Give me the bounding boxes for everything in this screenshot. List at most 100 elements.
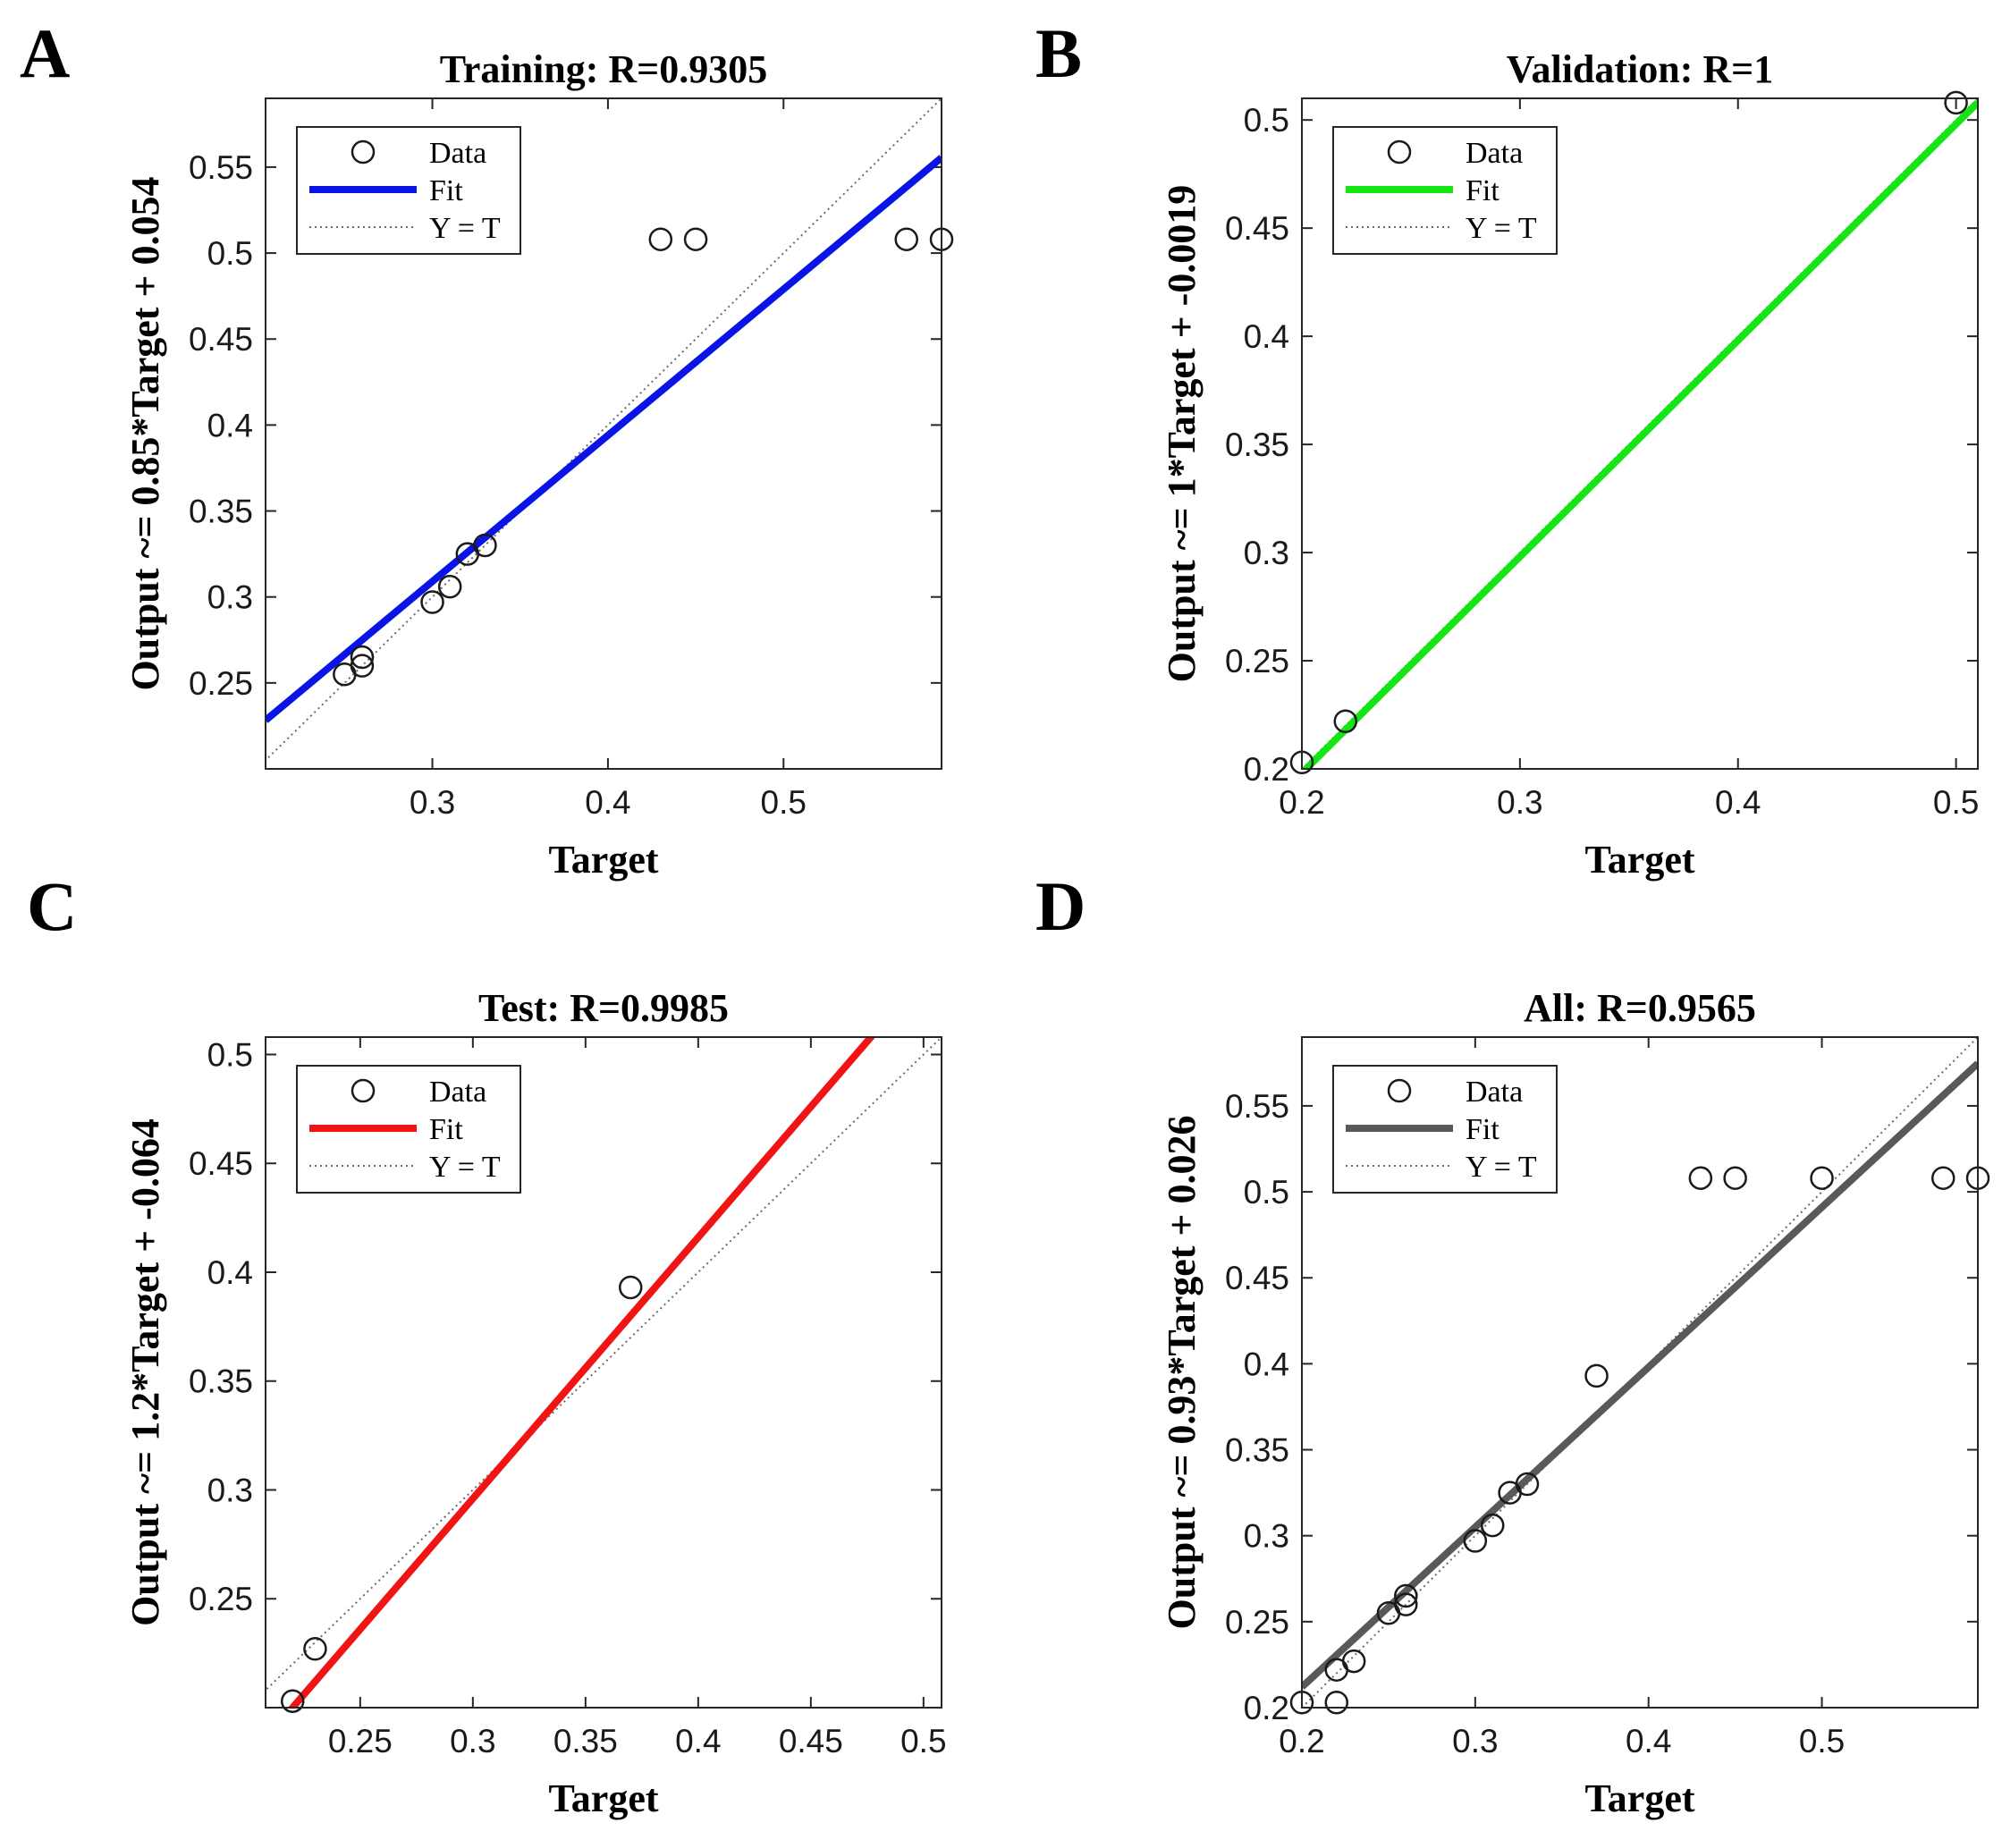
x-tick-label: 0.5 <box>1933 784 1979 821</box>
y-tick-label: 0.3 <box>1244 1518 1289 1555</box>
x-axis-label: Target <box>1584 838 1694 882</box>
y-tick-label: 0.35 <box>189 1363 253 1400</box>
x-tick-label: 0.4 <box>1626 1723 1671 1759</box>
legend-label-data: Data <box>429 1076 486 1109</box>
legend-label-reference: Y = T <box>429 212 501 245</box>
y-tick-label: 0.5 <box>1244 102 1289 139</box>
panel-a: A Training: R=0.9305 Target Output ~= 0.85*… <box>20 14 954 882</box>
x-tick-label: 0.5 <box>761 784 807 821</box>
y-tick-label: 0.2 <box>1244 751 1289 788</box>
data-point <box>1333 709 1358 734</box>
x-tick-label: 0.25 <box>328 1723 393 1759</box>
axes-frame <box>265 1036 942 1709</box>
legend-marker-data <box>1387 1078 1412 1103</box>
y-tick-label: 0.55 <box>1225 1088 1289 1125</box>
data-points <box>280 1275 643 1713</box>
y-tick-label: 0.25 <box>189 665 253 702</box>
x-tick-label: 0.3 <box>1452 1723 1498 1759</box>
x-tick-label: 0.35 <box>553 1723 618 1759</box>
y-tick-label: 0.35 <box>1225 426 1289 463</box>
x-tick-label: 0.2 <box>1279 784 1324 821</box>
plot-area <box>1302 1037 1978 1708</box>
axes-frame <box>1301 97 1979 770</box>
y-tick-label: 0.25 <box>1225 643 1289 679</box>
y-axis-label: Output ~= 0.93*Target + 0.026 <box>1160 1116 1204 1630</box>
data-point <box>1394 1592 1418 1616</box>
y-tick-label: 0.25 <box>1225 1604 1289 1641</box>
data-points <box>333 227 954 687</box>
y-tick-label: 0.3 <box>207 1472 253 1508</box>
y-tick-label: 0.45 <box>1225 210 1289 247</box>
legend: Data Fit Y = T <box>1332 126 1558 255</box>
data-points <box>1289 1166 1990 1715</box>
y-tick-label: 0.5 <box>207 235 253 272</box>
y-tick-label: 0.55 <box>189 149 253 186</box>
legend: Data Fit Y = T <box>296 1065 521 1194</box>
panel-letter: C <box>27 867 77 945</box>
plot-title: Training: R=0.9305 <box>440 47 768 91</box>
x-axis-label: Target <box>1584 1776 1694 1820</box>
legend-marker-data <box>1387 139 1412 165</box>
y-tick-label: 0.2 <box>1244 1690 1289 1726</box>
fit-line <box>266 155 942 723</box>
panel-b: B Validation: R=1 Target Output ~= 1*Target… <box>1035 14 1979 882</box>
panel-letter: A <box>20 14 70 92</box>
data-point <box>280 1689 305 1713</box>
panel-letter: D <box>1035 867 1085 945</box>
data-point <box>420 590 444 614</box>
fit-line <box>1302 1060 1978 1690</box>
panel-d: D All: R=0.9565 Target Output ~= 0.93*Targe… <box>1035 867 1990 1820</box>
plot-area <box>266 1037 942 1708</box>
data-point <box>350 645 375 670</box>
data-point <box>1515 1472 1540 1497</box>
reference-line <box>266 98 942 762</box>
y-tick-label: 0.45 <box>189 321 253 358</box>
fit-line <box>287 1037 876 1708</box>
legend-label-fit: Fit <box>1466 1113 1499 1146</box>
y-axis-label: Output ~= 0.85*Target + 0.054 <box>123 177 167 691</box>
data-point <box>1480 1513 1505 1538</box>
legend-label-fit: Fit <box>1466 174 1499 207</box>
data-point <box>683 227 708 251</box>
plot-area <box>266 98 942 762</box>
data-point <box>648 227 673 251</box>
y-axis-label: Output ~= 1.2*Target + -0.064 <box>123 1118 167 1626</box>
data-point <box>894 227 918 251</box>
y-tick-label: 0.45 <box>189 1145 253 1182</box>
data-point <box>1944 90 1968 115</box>
legend-marker-data <box>351 1078 376 1103</box>
plot-area <box>1302 98 1978 769</box>
y-tick-label: 0.4 <box>1244 1346 1289 1382</box>
legend-marker-data <box>351 139 376 165</box>
data-point <box>303 1637 327 1661</box>
x-tick-label: 0.3 <box>450 1723 495 1759</box>
plot-title: Validation: R=1 <box>1507 47 1774 91</box>
axes-frame <box>265 97 942 770</box>
data-point <box>1810 1166 1834 1190</box>
y-tick-label: 0.3 <box>1244 535 1289 571</box>
x-axis-label: Target <box>548 838 658 882</box>
legend-label-fit: Fit <box>429 1113 463 1146</box>
data-point <box>1394 1583 1418 1608</box>
plot-title: Test: R=0.9985 <box>478 986 729 1030</box>
x-tick-label: 0.4 <box>1715 784 1761 821</box>
y-tick-label: 0.35 <box>189 494 253 530</box>
data-point <box>1584 1363 1609 1388</box>
x-tick-label: 0.5 <box>900 1723 946 1759</box>
data-point <box>1688 1166 1713 1190</box>
plot-title: All: R=0.9565 <box>1524 986 1756 1030</box>
legend-label-data: Data <box>1466 1076 1523 1109</box>
panel-c: C Test: R=0.9985 Target Output ~= 1.2*Targe… <box>27 867 947 1820</box>
y-tick-label: 0.5 <box>207 1036 253 1073</box>
legend-label-reference: Y = T <box>1466 1151 1537 1184</box>
y-tick-label: 0.4 <box>1244 318 1289 355</box>
data-point <box>1324 1690 1349 1715</box>
y-tick-label: 0.45 <box>1225 1260 1289 1296</box>
fit-line <box>1302 99 1978 769</box>
x-tick-label: 0.5 <box>1799 1723 1845 1759</box>
data-point <box>1341 1649 1366 1674</box>
y-tick-label: 0.4 <box>207 407 253 443</box>
y-tick-label: 0.3 <box>207 579 253 616</box>
legend: Data Fit Y = T <box>1332 1065 1558 1194</box>
